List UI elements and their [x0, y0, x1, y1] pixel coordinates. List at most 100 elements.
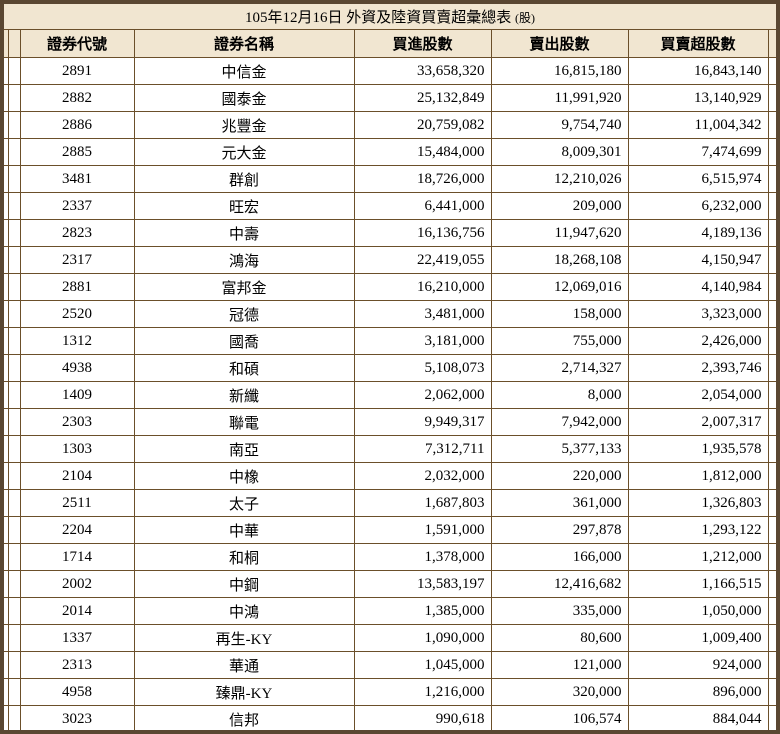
- narrow-spacer-cell: [7, 192, 21, 220]
- right-pad-cell: [768, 462, 776, 490]
- cell-net-shares: 6,232,000: [628, 192, 769, 220]
- right-pad-cell: [768, 138, 776, 166]
- right-pad-cell: [768, 29, 776, 58]
- narrow-spacer-cell: [7, 489, 21, 517]
- cell-buy-shares: 25,132,849: [354, 84, 492, 112]
- cell-buy-shares: 7,312,711: [354, 435, 492, 463]
- narrow-spacer-cell: [7, 57, 21, 85]
- table-row: 2886 兆豐金 20,759,082 9,754,740 11,004,342: [4, 111, 776, 139]
- cell-security-name: 冠德: [134, 300, 355, 328]
- narrow-spacer-cell: [7, 678, 21, 706]
- cell-security-name: 中信金: [134, 57, 355, 85]
- cell-sell-shares: 8,009,301: [491, 138, 629, 166]
- cell-net-shares: 1,326,803: [628, 489, 769, 517]
- cell-security-name: 兆豐金: [134, 111, 355, 139]
- cell-sell-shares: 7,942,000: [491, 408, 629, 436]
- cell-security-code: 2002: [20, 570, 135, 598]
- cell-security-code: 1714: [20, 543, 135, 571]
- cell-net-shares: 1,812,000: [628, 462, 769, 490]
- cell-security-name: 國喬: [134, 327, 355, 355]
- cell-net-shares: 2,426,000: [628, 327, 769, 355]
- cell-sell-shares: 106,574: [491, 705, 629, 730]
- table-row: 2337 旺宏 6,441,000 209,000 6,232,000: [4, 192, 776, 220]
- narrow-spacer-cell: [7, 300, 21, 328]
- cell-buy-shares: 2,032,000: [354, 462, 492, 490]
- table-row: 1409 新纖 2,062,000 8,000 2,054,000: [4, 381, 776, 409]
- cell-buy-shares: 1,687,803: [354, 489, 492, 517]
- cell-security-code: 2520: [20, 300, 135, 328]
- cell-buy-shares: 1,090,000: [354, 624, 492, 652]
- table-row: 3481 群創 18,726,000 12,210,026 6,515,974: [4, 165, 776, 193]
- right-pad-cell: [768, 435, 776, 463]
- column-header-net: 買賣超股數: [628, 29, 769, 58]
- left-pad-cell: [4, 246, 8, 274]
- right-pad-cell: [768, 111, 776, 139]
- cell-buy-shares: 990,618: [354, 705, 492, 730]
- cell-sell-shares: 166,000: [491, 543, 629, 571]
- cell-sell-shares: 9,754,740: [491, 111, 629, 139]
- narrow-spacer-cell: [7, 84, 21, 112]
- cell-sell-shares: 11,947,620: [491, 219, 629, 247]
- cell-sell-shares: 297,878: [491, 516, 629, 544]
- column-header-code: 證券代號: [20, 29, 135, 58]
- cell-net-shares: 2,393,746: [628, 354, 769, 382]
- left-pad-cell: [4, 138, 8, 166]
- cell-security-code: 2204: [20, 516, 135, 544]
- cell-security-code: 2337: [20, 192, 135, 220]
- cell-net-shares: 4,150,947: [628, 246, 769, 274]
- left-pad-cell: [4, 678, 8, 706]
- cell-net-shares: 924,000: [628, 651, 769, 679]
- cell-security-code: 2881: [20, 273, 135, 301]
- cell-sell-shares: 121,000: [491, 651, 629, 679]
- cell-security-code: 2885: [20, 138, 135, 166]
- table-row: 2002 中鋼 13,583,197 12,416,682 1,166,515: [4, 570, 776, 598]
- cell-buy-shares: 16,210,000: [354, 273, 492, 301]
- table-row: 2104 中橡 2,032,000 220,000 1,812,000: [4, 462, 776, 490]
- cell-security-code: 1303: [20, 435, 135, 463]
- left-pad-cell: [4, 705, 8, 730]
- cell-net-shares: 1,293,122: [628, 516, 769, 544]
- left-pad-cell: [4, 597, 8, 625]
- cell-buy-shares: 15,484,000: [354, 138, 492, 166]
- cell-sell-shares: 335,000: [491, 597, 629, 625]
- cell-buy-shares: 13,583,197: [354, 570, 492, 598]
- cell-net-shares: 1,050,000: [628, 597, 769, 625]
- cell-sell-shares: 16,815,180: [491, 57, 629, 85]
- cell-sell-shares: 220,000: [491, 462, 629, 490]
- right-pad-cell: [768, 705, 776, 730]
- cell-buy-shares: 22,419,055: [354, 246, 492, 274]
- cell-buy-shares: 2,062,000: [354, 381, 492, 409]
- right-pad-cell: [768, 84, 776, 112]
- table-row: 2511 太子 1,687,803 361,000 1,326,803: [4, 489, 776, 517]
- cell-net-shares: 1,009,400: [628, 624, 769, 652]
- narrow-spacer-cell: [7, 435, 21, 463]
- cell-security-name: 華通: [134, 651, 355, 679]
- table-row: 4958 臻鼎-KY 1,216,000 320,000 896,000: [4, 678, 776, 706]
- cell-security-name: 和桐: [134, 543, 355, 571]
- narrow-spacer-cell: [7, 138, 21, 166]
- narrow-spacer-cell: [7, 111, 21, 139]
- cell-buy-shares: 6,441,000: [354, 192, 492, 220]
- narrow-spacer-cell: [7, 246, 21, 274]
- cell-sell-shares: 80,600: [491, 624, 629, 652]
- cell-security-code: 2511: [20, 489, 135, 517]
- right-pad-cell: [768, 408, 776, 436]
- narrow-spacer-cell: [7, 165, 21, 193]
- cell-security-name: 旺宏: [134, 192, 355, 220]
- table-row: 2823 中壽 16,136,756 11,947,620 4,189,136: [4, 219, 776, 247]
- cell-buy-shares: 9,949,317: [354, 408, 492, 436]
- table-row: 2881 富邦金 16,210,000 12,069,016 4,140,984: [4, 273, 776, 301]
- cell-security-name: 中鋼: [134, 570, 355, 598]
- cell-security-name: 太子: [134, 489, 355, 517]
- cell-security-code: 3023: [20, 705, 135, 730]
- cell-security-name: 臻鼎-KY: [134, 678, 355, 706]
- narrow-spacer-cell: [7, 408, 21, 436]
- right-pad-cell: [768, 300, 776, 328]
- cell-security-code: 3481: [20, 165, 135, 193]
- right-pad-cell: [768, 273, 776, 301]
- cell-net-shares: 884,044: [628, 705, 769, 730]
- cell-buy-shares: 1,216,000: [354, 678, 492, 706]
- narrow-spacer-cell: [7, 543, 21, 571]
- narrow-spacer-cell: [7, 29, 21, 58]
- cell-net-shares: 11,004,342: [628, 111, 769, 139]
